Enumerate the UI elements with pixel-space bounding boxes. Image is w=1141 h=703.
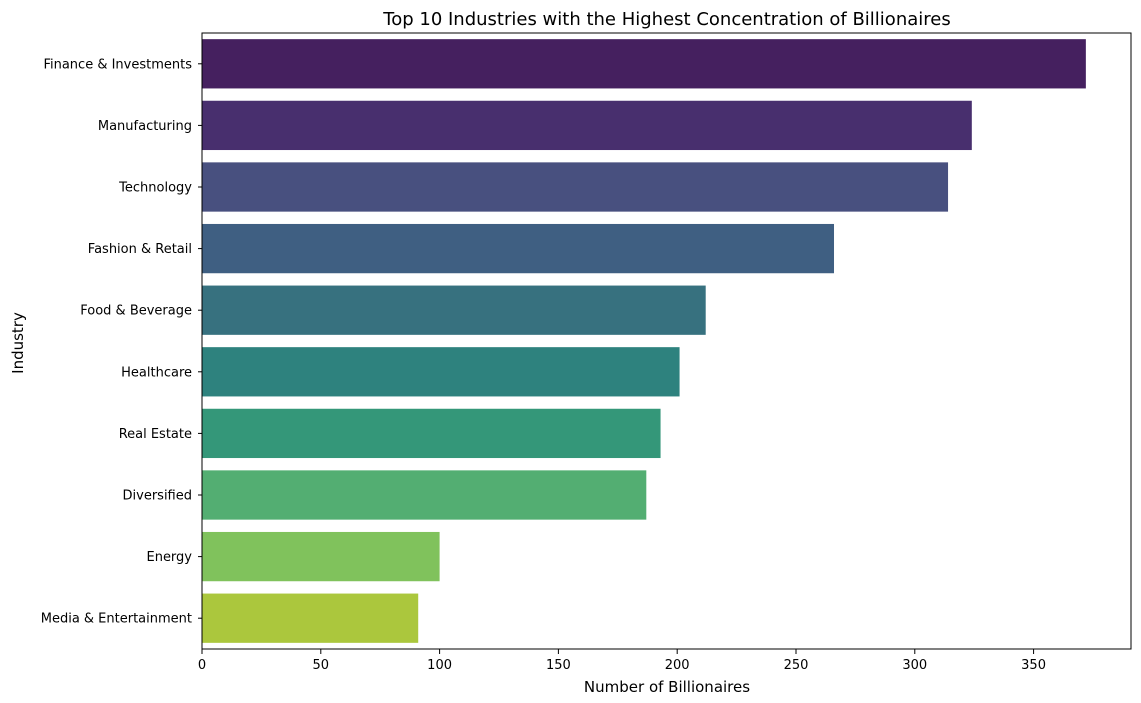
y-tick-label: Diversified: [123, 489, 192, 504]
y-tick-label: Food & Beverage: [80, 304, 192, 319]
y-axis-title: Industry: [9, 312, 27, 374]
y-tick-label: Media & Entertainment: [41, 612, 192, 627]
x-tick-label: 150: [546, 658, 571, 673]
y-tick-label: Technology: [118, 181, 192, 196]
x-tick-label: 300: [902, 658, 927, 673]
axes-frame: [201, 32, 1132, 650]
y-tick-label: Healthcare: [121, 365, 192, 380]
bars-group: [202, 39, 1086, 643]
x-tick-label: 50: [313, 658, 330, 673]
x-axis-title: Number of Billionaires: [584, 678, 750, 696]
bar: [202, 39, 1086, 89]
bar: [202, 223, 835, 274]
bar: [202, 285, 706, 335]
x-axis-ticks: 0 50 100 150 200 250 300 350: [198, 649, 1046, 673]
x-tick-label: 0: [198, 658, 206, 673]
x-tick-label: 250: [784, 658, 809, 673]
bar: [202, 531, 440, 582]
x-tick-label: 200: [665, 658, 690, 673]
x-tick-label: 100: [427, 658, 452, 673]
y-tick-label: Energy: [146, 550, 192, 565]
chart-title: Top 10 Industries with the Highest Conce…: [382, 9, 950, 30]
bar: [202, 408, 661, 459]
y-tick-label: Finance & Investments: [43, 57, 192, 72]
bar: [202, 347, 680, 397]
y-axis-ticks: Finance & Investments Manufacturing Techno…: [41, 57, 202, 627]
x-tick-label: 350: [1021, 658, 1046, 673]
plot-frame: [201, 32, 1132, 650]
bar: [202, 162, 949, 212]
bar: [202, 100, 972, 151]
y-tick-label: Fashion & Retail: [88, 242, 192, 257]
y-tick-label: Manufacturing: [98, 119, 192, 134]
y-tick-label: Real Estate: [119, 427, 192, 442]
bar: [202, 470, 647, 520]
bar: [202, 593, 419, 643]
